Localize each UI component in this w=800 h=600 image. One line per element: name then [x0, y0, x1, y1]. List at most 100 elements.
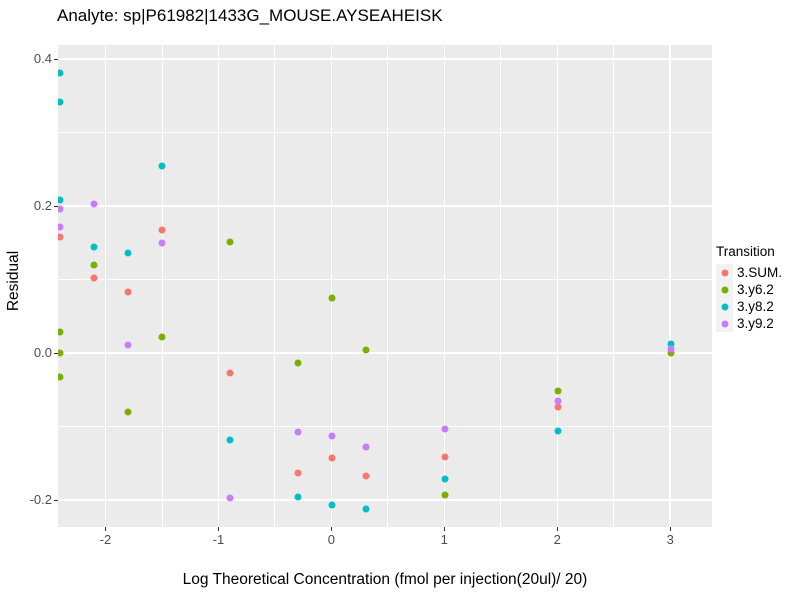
x-major-gridline	[443, 45, 446, 527]
y-minor-gridline	[58, 425, 712, 427]
x-minor-gridline	[613, 45, 615, 527]
data-point-3.SUM.	[362, 472, 370, 480]
data-point-3.y8.2	[58, 98, 64, 106]
x-major-gridline	[556, 45, 558, 527]
data-point-3.y6.2	[124, 408, 132, 416]
data-point-3.SUM.	[294, 469, 302, 477]
data-point-3.y9.2	[226, 494, 234, 502]
x-major-gridline	[217, 45, 220, 527]
x-major-gridline	[330, 45, 333, 527]
x-axis-title: Log Theoretical Concentration (fmol per …	[182, 571, 588, 588]
data-point-3.y6.2	[667, 349, 675, 357]
data-point-3.y8.2	[58, 196, 64, 204]
x-minor-gridline	[274, 45, 276, 527]
legend-label: 3.SUM.	[737, 265, 783, 280]
data-point-3.y9.2	[158, 239, 166, 247]
x-minor-gridline	[500, 45, 502, 527]
data-point-3.y8.2	[294, 493, 302, 501]
legend-key	[716, 281, 733, 298]
y-tick-mark	[54, 58, 58, 60]
data-point-3.y9.2	[124, 341, 132, 349]
y-tick-label: 0.2	[33, 197, 52, 213]
legend-item-3.y9.2: 3.y9.2	[716, 315, 800, 332]
data-point-3.SUM.	[226, 369, 234, 377]
data-point-3.y8.2	[226, 436, 234, 444]
data-point-3.y6.2	[226, 238, 234, 246]
data-point-3.y9.2	[90, 200, 98, 208]
data-point-3.SUM.	[328, 454, 336, 462]
data-point-3.y9.2	[328, 432, 336, 440]
x-tick-mark	[557, 527, 559, 531]
x-tick-mark	[105, 527, 107, 531]
data-point-3.SUM.	[441, 453, 449, 461]
x-minor-gridline	[161, 45, 163, 527]
y-tick-label: 0.0	[33, 344, 52, 360]
data-point-3.y6.2	[554, 387, 562, 395]
y-tick-label: 0.4	[33, 50, 52, 66]
legend-label: 3.y8.2	[737, 299, 774, 314]
x-major-gridline	[104, 45, 107, 527]
x-tick-label: 0	[327, 532, 335, 547]
legend-label: 3.y9.2	[737, 316, 774, 331]
data-point-3.y6.2	[158, 333, 166, 341]
x-tick-mark	[331, 527, 333, 531]
x-tick-label: 1	[440, 532, 448, 547]
data-point-3.y8.2	[328, 501, 336, 509]
legend-items: 3.SUM. 3.y6.2 3.y8.2 3.y9.2	[716, 264, 800, 332]
data-point-3.y8.2	[58, 69, 64, 77]
y-tick-mark	[54, 352, 58, 354]
data-point-3.SUM.	[58, 233, 64, 241]
data-point-3.y6.2	[58, 349, 64, 357]
plot-panel	[58, 45, 712, 527]
data-point-3.y8.2	[158, 162, 166, 169]
data-point-3.y6.2	[58, 328, 64, 336]
legend-dot-3.SUM.	[721, 269, 728, 276]
y-minor-gridline	[58, 278, 712, 280]
data-point-3.y6.2	[441, 491, 449, 499]
legend-dot-3.y8.2	[721, 303, 728, 310]
legend-dot-3.y6.2	[721, 286, 728, 293]
x-major-gridline	[669, 45, 671, 527]
y-major-gridline	[58, 58, 712, 60]
x-tick-mark	[670, 527, 672, 531]
legend-dot-3.y9.2	[721, 320, 728, 327]
chart-title: Analyte: sp|P61982|1433G_MOUSE.AYSEAHEIS…	[57, 6, 443, 25]
legend-key	[716, 298, 733, 315]
x-tick-label: 2	[553, 532, 561, 547]
data-point-3.y8.2	[554, 427, 562, 435]
x-tick-mark	[444, 527, 446, 531]
data-point-3.SUM.	[554, 403, 562, 410]
x-minor-gridline	[387, 45, 389, 527]
y-major-gridline	[58, 499, 712, 501]
y-tick-label: -0.2	[29, 491, 52, 507]
x-tick-label: -1	[212, 532, 225, 547]
data-point-3.SUM.	[158, 226, 166, 234]
data-point-3.y8.2	[124, 249, 132, 257]
y-major-gridline	[58, 352, 712, 354]
legend-item-3.y6.2: 3.y6.2	[716, 281, 800, 298]
data-point-3.y8.2	[441, 475, 449, 483]
legend-key	[716, 315, 733, 332]
data-point-3.SUM.	[124, 288, 132, 296]
data-point-3.y6.2	[294, 359, 302, 367]
legend-item-3.SUM.: 3.SUM.	[716, 264, 800, 281]
legend-label: 3.y6.2	[737, 282, 774, 297]
data-point-3.y6.2	[58, 373, 64, 381]
data-point-3.y8.2	[667, 340, 675, 348]
legend-title: Transition	[716, 244, 775, 259]
data-point-3.y6.2	[90, 261, 98, 269]
x-tick-mark	[218, 527, 220, 531]
legend-item-3.y8.2: 3.y8.2	[716, 298, 800, 315]
y-minor-gridline	[58, 132, 712, 133]
data-point-3.y6.2	[362, 346, 370, 354]
y-tick-mark	[54, 205, 58, 207]
y-axis-title: Residual	[5, 250, 22, 312]
y-tick-mark	[54, 499, 58, 501]
data-point-3.y9.2	[554, 397, 562, 405]
data-point-3.y8.2	[90, 243, 98, 251]
data-point-3.y9.2	[58, 223, 64, 231]
data-point-3.y9.2	[667, 345, 675, 353]
x-tick-label: -2	[99, 532, 112, 547]
legend-key	[716, 264, 733, 281]
